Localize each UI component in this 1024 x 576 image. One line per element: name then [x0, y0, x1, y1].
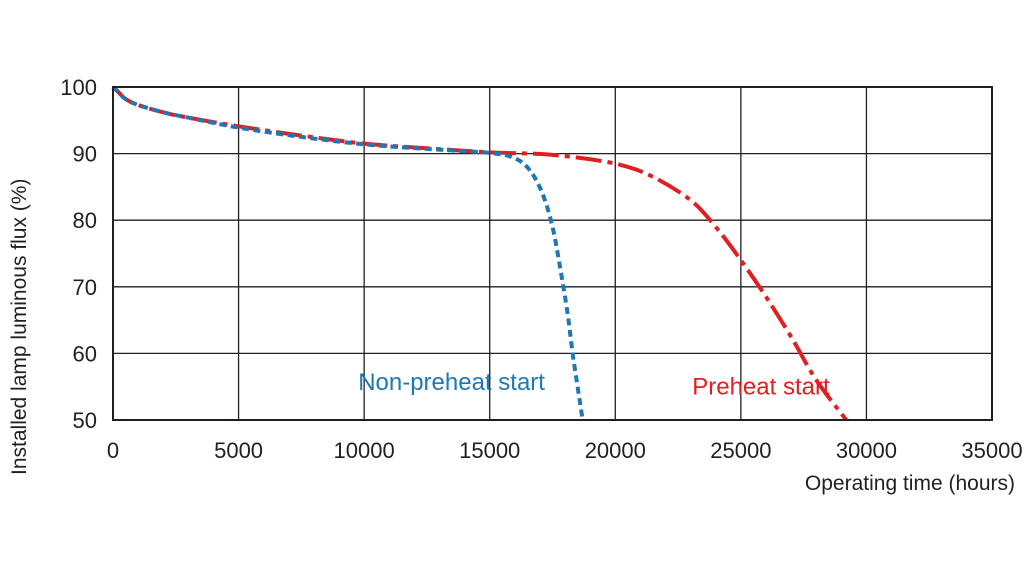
x-tick-label: 0 [107, 438, 119, 463]
x-axis-title: Operating time (hours) [805, 472, 1015, 495]
y-tick-label: 60 [73, 341, 97, 366]
x-tick-label: 20000 [585, 438, 646, 463]
grid [113, 87, 992, 420]
y-tick-label: 80 [73, 208, 97, 233]
plot-frame [112, 86, 993, 421]
x-tick-label: 5000 [214, 438, 263, 463]
y-tick-label: 70 [73, 275, 97, 300]
y-tick-label: 90 [73, 142, 97, 167]
y-tick-label: 100 [60, 75, 97, 100]
series-label-non-preheat-start: Non-preheat start [358, 369, 545, 396]
x-tick-label: 35000 [961, 438, 1022, 463]
x-tick-label: 25000 [710, 438, 771, 463]
y-axis-title: Installed lamp luminous flux (%) [8, 179, 31, 475]
series-label-preheat-start: Preheat start [692, 374, 830, 401]
series-line-preheat-start [111, 85, 848, 422]
series-line-non-preheat-start [111, 85, 585, 421]
series-lines [111, 85, 848, 422]
series-labels: Non-preheat start Preheat start [358, 369, 830, 401]
x-tick-label: 10000 [334, 438, 395, 463]
x-tick-label: 15000 [459, 438, 520, 463]
x-tick-label: 30000 [836, 438, 897, 463]
tick-labels: 0 5000 10000 15000 20000 25000 30000 35000 50 60 7… [60, 75, 1022, 463]
y-tick-label: 50 [73, 408, 97, 433]
